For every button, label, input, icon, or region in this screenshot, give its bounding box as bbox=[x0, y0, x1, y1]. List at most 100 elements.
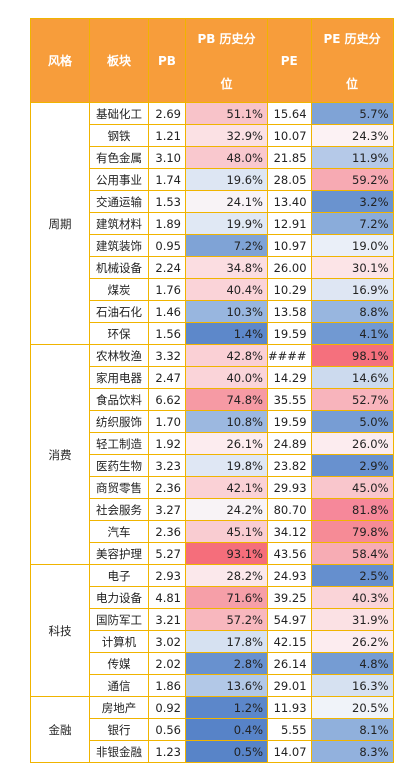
header-sector: 板块 bbox=[89, 18, 149, 103]
table-row: 纺织服饰 1.70 10.8% 19.59 5.0% bbox=[31, 410, 394, 433]
pe-percentile-cell: 81.8% bbox=[310, 498, 394, 521]
pe-cell: 26.00 bbox=[267, 256, 312, 279]
table-row: 周期 基础化工 2.69 51.1% 15.64 5.7% bbox=[30, 102, 394, 345]
sector-cell: 建筑装饰 bbox=[89, 234, 149, 257]
pe-percentile-cell: 5.0% bbox=[310, 410, 394, 433]
pb-cell: 2.36 bbox=[148, 476, 186, 499]
pe-percentile-cell: 3.2% bbox=[310, 190, 394, 213]
pb-percentile-cell: 26.1% bbox=[185, 432, 268, 455]
sector-cell: 美容护理 bbox=[89, 542, 149, 565]
header-pb-percentile-line1: PB 历史分 bbox=[197, 31, 256, 46]
table-row: 传媒 2.02 2.8% 26.14 4.8% bbox=[31, 652, 394, 675]
pe-cell: 10.29 bbox=[267, 278, 312, 301]
pe-percentile-cell: 8.1% bbox=[310, 718, 394, 741]
pb-cell: 1.76 bbox=[148, 278, 186, 301]
pb-percentile-cell: 2.8% bbox=[185, 652, 268, 675]
pb-percentile-cell: 51.1% bbox=[185, 102, 268, 125]
pb-cell: 2.69 bbox=[148, 102, 186, 125]
pe-cell: 21.85 bbox=[267, 146, 312, 169]
pe-cell: 5.55 bbox=[267, 718, 312, 741]
table-row: 食品饮料 6.62 74.8% 35.55 52.7% bbox=[31, 388, 394, 411]
pe-percentile-cell: 30.1% bbox=[310, 256, 394, 279]
sector-cell: 电子 bbox=[89, 564, 149, 587]
pe-percentile-cell: 11.9% bbox=[310, 146, 394, 169]
pb-percentile-cell: 71.6% bbox=[185, 586, 268, 609]
pb-cell: 1.46 bbox=[148, 300, 186, 323]
sector-cell: 农林牧渔 bbox=[89, 344, 149, 367]
pb-percentile-cell: 0.5% bbox=[185, 740, 268, 763]
pe-cell: 42.15 bbox=[267, 630, 312, 653]
pb-cell: 0.92 bbox=[148, 696, 186, 719]
sector-cell: 交通运输 bbox=[89, 190, 149, 213]
pb-percentile-cell: 19.6% bbox=[185, 168, 268, 191]
pe-cell: 43.56 bbox=[267, 542, 312, 565]
pb-cell: 1.74 bbox=[148, 168, 186, 191]
table-row: 电力设备 4.81 71.6% 39.25 40.3% bbox=[31, 586, 394, 609]
sector-cell: 电力设备 bbox=[89, 586, 149, 609]
pe-percentile-cell: 4.1% bbox=[310, 322, 394, 345]
sector-cell: 煤炭 bbox=[89, 278, 149, 301]
table-row: 美容护理 5.27 93.1% 43.56 58.4% bbox=[31, 542, 394, 565]
pb-percentile-cell: 1.4% bbox=[185, 322, 268, 345]
sector-cell: 家用电器 bbox=[89, 366, 149, 389]
pe-percentile-cell: 14.6% bbox=[310, 366, 394, 389]
pb-percentile-cell: 40.4% bbox=[185, 278, 268, 301]
sector-cell: 公用事业 bbox=[89, 168, 149, 191]
pb-cell: 2.02 bbox=[148, 652, 186, 675]
pb-cell: 2.93 bbox=[148, 564, 186, 587]
pe-cell: 29.01 bbox=[267, 674, 312, 697]
style-cell: 科技 bbox=[30, 564, 90, 697]
pe-percentile-cell: 8.3% bbox=[310, 740, 394, 763]
pb-cell: 0.56 bbox=[148, 718, 186, 741]
header-pb: PB bbox=[148, 18, 186, 103]
header-pb-percentile: PB 历史分 位 bbox=[185, 18, 268, 103]
pe-percentile-cell: 45.0% bbox=[310, 476, 394, 499]
pb-percentile-cell: 17.8% bbox=[185, 630, 268, 653]
pb-cell: 1.21 bbox=[148, 124, 186, 147]
pe-percentile-cell: 26.0% bbox=[310, 432, 394, 455]
valuation-table: 风格 板块 PB PB 历史分 位 PE PE 历史分 位 周期 bbox=[30, 18, 394, 763]
pe-percentile-cell: 7.2% bbox=[310, 212, 394, 235]
pe-percentile-cell: 40.3% bbox=[310, 586, 394, 609]
pb-cell: 1.92 bbox=[148, 432, 186, 455]
table-row: 机械设备 2.24 34.8% 26.00 30.1% bbox=[31, 256, 394, 279]
pb-percentile-cell: 32.9% bbox=[185, 124, 268, 147]
pe-cell: 29.93 bbox=[267, 476, 312, 499]
table-row: 商贸零售 2.36 42.1% 29.93 45.0% bbox=[31, 476, 394, 499]
style-cell: 周期 bbox=[30, 102, 90, 345]
header-pb-percentile-line2: 位 bbox=[220, 76, 233, 91]
sector-cell: 计算机 bbox=[89, 630, 149, 653]
pe-cell: 28.05 bbox=[267, 168, 312, 191]
sector-cell: 基础化工 bbox=[89, 102, 149, 125]
pe-percentile-cell: 79.8% bbox=[310, 520, 394, 543]
sector-cell: 机械设备 bbox=[89, 256, 149, 279]
pe-cell: 24.93 bbox=[267, 564, 312, 587]
pe-cell: 24.89 bbox=[267, 432, 312, 455]
pe-cell: 80.70 bbox=[267, 498, 312, 521]
sector-cell: 食品饮料 bbox=[89, 388, 149, 411]
pe-percentile-cell: 2.5% bbox=[310, 564, 394, 587]
valuation-table-container: 风格 板块 PB PB 历史分 位 PE PE 历史分 位 周期 bbox=[30, 18, 394, 763]
table-row: 科技 电子 2.93 28.2% 24.93 2.5% bbox=[30, 564, 394, 697]
sector-cell: 建筑材料 bbox=[89, 212, 149, 235]
pe-percentile-cell: 31.9% bbox=[310, 608, 394, 631]
pb-percentile-cell: 24.1% bbox=[185, 190, 268, 213]
sector-cell: 医药生物 bbox=[89, 454, 149, 477]
pb-percentile-cell: 7.2% bbox=[185, 234, 268, 257]
header-pe-percentile-line2: 位 bbox=[346, 76, 359, 91]
pe-cell: 13.58 bbox=[267, 300, 312, 323]
pb-cell: 4.81 bbox=[148, 586, 186, 609]
pb-cell: 3.32 bbox=[148, 344, 186, 367]
pb-cell: 3.02 bbox=[148, 630, 186, 653]
pe-cell: 26.14 bbox=[267, 652, 312, 675]
table-row: 汽车 2.36 45.1% 34.12 79.8% bbox=[31, 520, 394, 543]
pe-percentile-cell: 26.2% bbox=[310, 630, 394, 653]
pb-percentile-cell: 24.2% bbox=[185, 498, 268, 521]
pb-percentile-cell: 42.1% bbox=[185, 476, 268, 499]
pe-cell: 10.07 bbox=[267, 124, 312, 147]
pe-cell: 34.12 bbox=[267, 520, 312, 543]
table-row: 公用事业 1.74 19.6% 28.05 59.2% bbox=[31, 168, 394, 191]
pb-cell: 3.27 bbox=[148, 498, 186, 521]
sector-cell: 汽车 bbox=[89, 520, 149, 543]
table-row: 石油石化 1.46 10.3% 13.58 8.8% bbox=[31, 300, 394, 323]
